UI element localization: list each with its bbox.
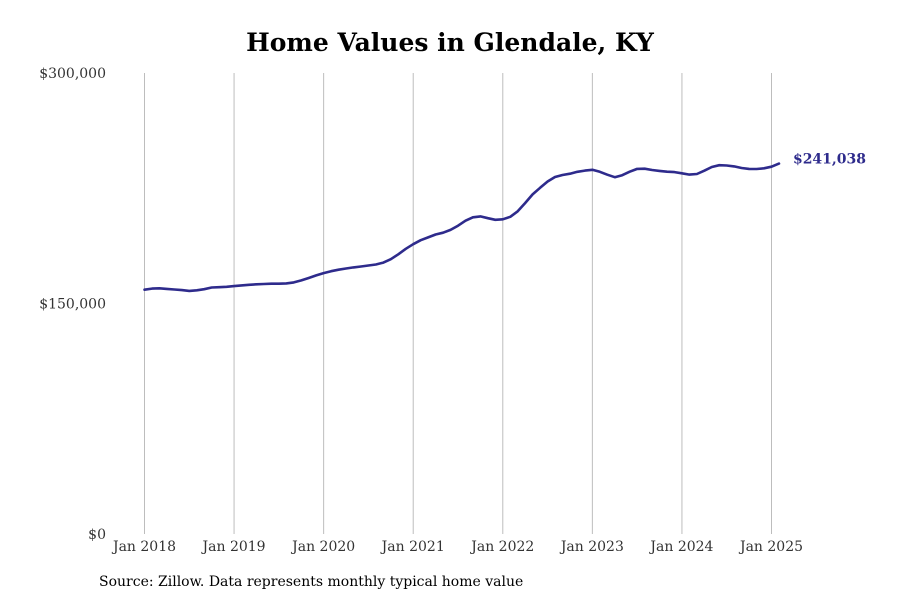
x-tick-label: Jan 2024 — [648, 539, 713, 555]
x-tick-label: Jan 2025 — [738, 539, 803, 555]
x-axis: Jan 2018 Jan 2019 Jan 2020 Jan 2021 Jan 2022… — [111, 539, 803, 555]
x-tick-label: Jan 2018 — [111, 539, 176, 555]
y-tick-label: $0 — [88, 527, 106, 543]
gridlines — [144, 73, 772, 534]
series-line — [143, 162, 781, 293]
x-tick-label: Jan 2021 — [380, 539, 445, 555]
y-tick-label: $150,000 — [39, 297, 106, 313]
x-tick-label: Jan 2023 — [559, 539, 624, 555]
x-tick-label: Jan 2022 — [469, 539, 534, 555]
x-tick-label: Jan 2020 — [290, 539, 355, 555]
series-layer: $241,038 — [143, 152, 866, 293]
end-value-label: $241,038 — [793, 152, 866, 168]
y-axis: $0 $150,000 $300,000 — [39, 66, 106, 543]
source-note: Source: Zillow. Data represents monthly … — [99, 574, 524, 590]
y-tick-label: $300,000 — [39, 66, 106, 82]
x-tick-label: Jan 2019 — [201, 539, 266, 555]
chart-title: Home Values in Glendale, KY — [246, 28, 654, 57]
